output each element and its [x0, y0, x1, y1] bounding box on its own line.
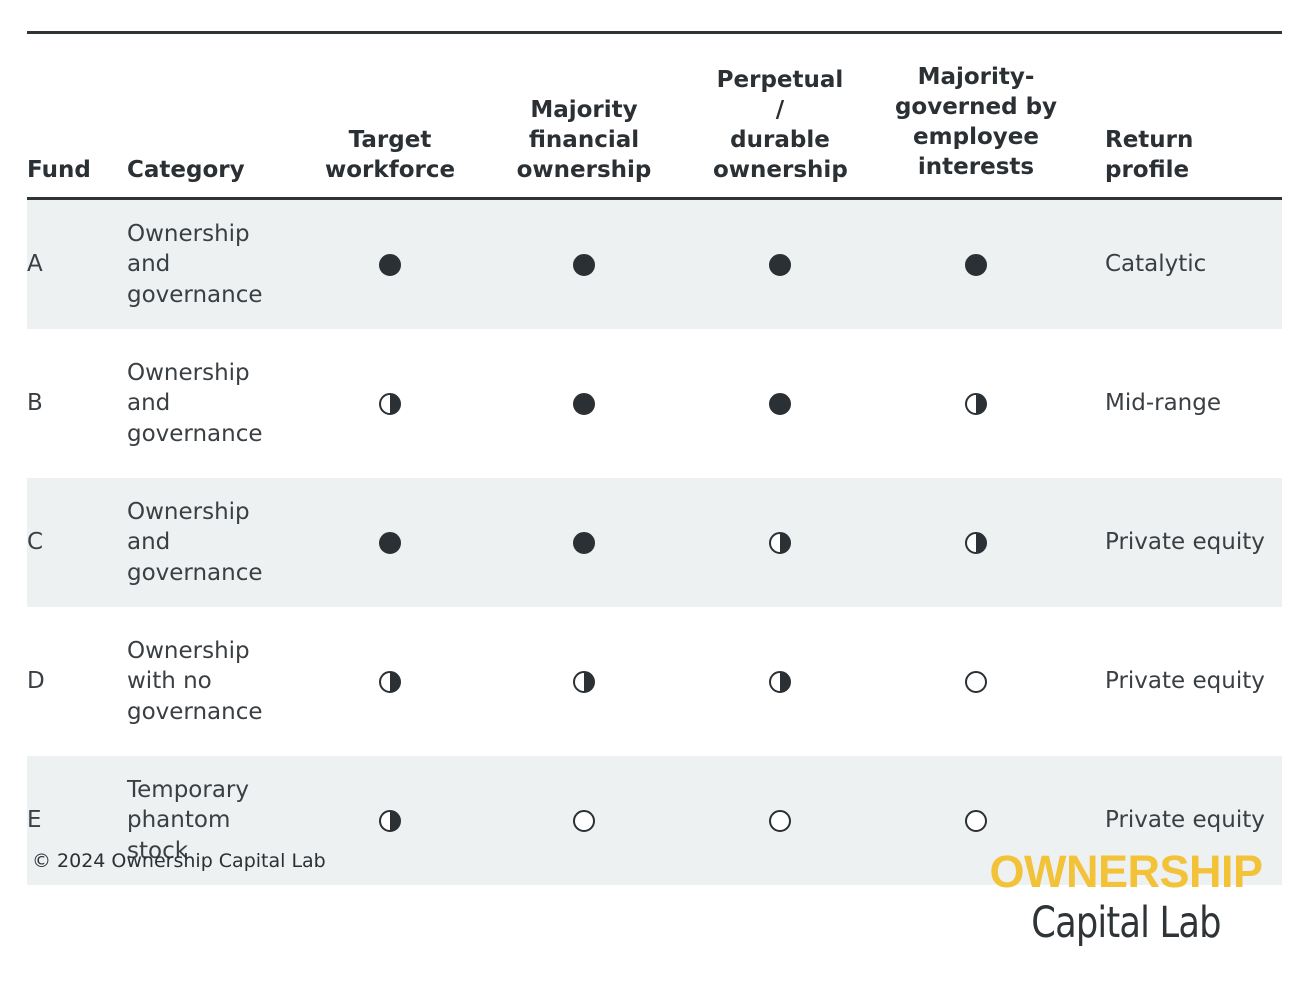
rating-circle-icon [379, 392, 401, 415]
rating-circle-icon [573, 531, 595, 554]
fund-cell: B [27, 334, 127, 478]
header-category: Category [127, 34, 325, 200]
majority-financial-cell [455, 334, 713, 478]
rating-circle-icon [573, 392, 595, 415]
target-workforce-cell [325, 473, 455, 617]
top-rule [27, 31, 1282, 34]
target-workforce-cell [325, 198, 455, 339]
category-cell: Ownership and governance [127, 334, 325, 478]
rating-circle-icon [965, 531, 987, 554]
table-row: B Ownership and governance Mid-range [27, 334, 1282, 478]
return-profile-cell: Private equity [1105, 473, 1282, 617]
majority-governed-cell [847, 751, 1105, 895]
rating-circle-icon [965, 392, 987, 415]
fund-cell: D [27, 612, 127, 756]
table-row: A Ownership and governance Catalytic [27, 198, 1282, 339]
rating-circle-icon [769, 392, 791, 415]
target-workforce-cell [325, 751, 455, 895]
header-target-workforce: Target workforce [325, 34, 455, 200]
perpetual-cell [713, 751, 847, 895]
target-workforce-cell [325, 612, 455, 756]
logo-wordmark-bottom: Capital Lab [1031, 898, 1221, 948]
majority-financial-cell [455, 473, 713, 617]
rating-circle-icon [769, 253, 791, 276]
rating-circle-icon [379, 809, 401, 832]
majority-financial-cell [455, 751, 713, 895]
table-row: D Ownership with no governance Private e… [27, 612, 1282, 756]
majority-governed-cell [847, 612, 1105, 756]
fund-cell: E [27, 751, 127, 895]
rating-circle-icon [379, 531, 401, 554]
category-cell: Temporary phantom stock [127, 751, 325, 895]
perpetual-cell [713, 334, 847, 478]
rating-circle-icon [769, 670, 791, 693]
return-profile-cell: Mid-range [1105, 334, 1282, 478]
rating-circle-icon [379, 670, 401, 693]
header-majority-governed: Majority- governed by employee interests [847, 34, 1105, 200]
fund-comparison-table: Fund Category Target workforce Majority … [27, 34, 1282, 895]
rating-circle-icon [573, 809, 595, 832]
header-majority-financial-ownership: Majority financial ownership [455, 34, 713, 200]
rating-circle-icon [965, 809, 987, 832]
rating-circle-icon [769, 809, 791, 832]
category-cell: Ownership and governance [127, 198, 325, 339]
majority-financial-cell [455, 612, 713, 756]
logo-wordmark-top: OWNERSHIP [989, 846, 1263, 897]
majority-governed-cell [847, 198, 1105, 339]
ownership-capital-lab-logo: OWNERSHIP Capital Lab [976, 846, 1276, 948]
table-row: C Ownership and governance Private equit… [27, 473, 1282, 617]
return-profile-cell: Catalytic [1105, 198, 1282, 339]
fund-cell: C [27, 473, 127, 617]
perpetual-cell [713, 473, 847, 617]
rating-circle-icon [769, 531, 791, 554]
rating-circle-icon [379, 253, 401, 276]
return-profile-cell: Private equity [1105, 612, 1282, 756]
copyright-notice: © 2024 Ownership Capital Lab [32, 850, 326, 872]
rating-circle-icon [965, 670, 987, 693]
majority-governed-cell [847, 334, 1105, 478]
perpetual-cell [713, 198, 847, 339]
rating-circle-icon [965, 253, 987, 276]
table-row: E Temporary phantom stock Private equity [27, 751, 1282, 895]
rating-circle-icon [573, 670, 595, 693]
table-header-row: Fund Category Target workforce Majority … [27, 34, 1282, 200]
header-return-profile: Return profile [1105, 34, 1282, 200]
category-cell: Ownership and governance [127, 473, 325, 617]
majority-governed-cell [847, 473, 1105, 617]
return-profile-cell: Private equity [1105, 751, 1282, 895]
header-fund: Fund [27, 34, 127, 200]
fund-cell: A [27, 198, 127, 339]
rating-circle-icon [573, 253, 595, 276]
majority-financial-cell [455, 198, 713, 339]
header-perpetual-durable-ownership: Perpetual / durable ownership [713, 34, 848, 200]
target-workforce-cell [325, 334, 455, 478]
category-cell: Ownership with no governance [127, 612, 325, 756]
perpetual-cell [713, 612, 847, 756]
